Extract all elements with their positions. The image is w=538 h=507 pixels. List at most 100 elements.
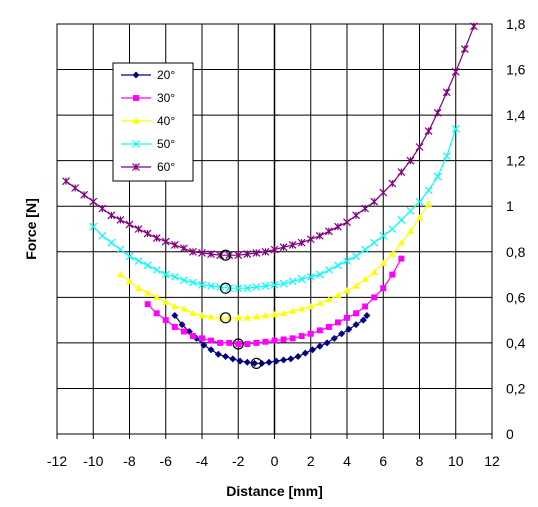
series-1 (144, 255, 405, 348)
data-point (397, 215, 406, 224)
x-tick-label: -6 (160, 453, 173, 469)
legend-label: 30° (157, 91, 175, 105)
data-point (234, 284, 243, 293)
data-point (116, 271, 124, 278)
data-point (152, 266, 161, 274)
data-point (362, 303, 369, 310)
data-point (199, 335, 205, 342)
data-point (71, 184, 80, 192)
data-point (307, 302, 315, 310)
data-point (171, 302, 179, 310)
data-point (98, 231, 107, 240)
data-point (352, 211, 360, 220)
data-point (289, 307, 297, 314)
data-point (62, 177, 70, 186)
data-point (207, 250, 215, 258)
x-tick-label: 2 (307, 453, 315, 469)
data-point (298, 333, 305, 340)
legend-label: 50° (157, 137, 175, 151)
data-point (352, 282, 360, 289)
data-point (398, 255, 405, 262)
legend-marker (133, 95, 139, 101)
data-point (272, 357, 280, 365)
y-tick-label: 1,2 (506, 153, 526, 169)
data-point (406, 206, 415, 215)
data-point (225, 251, 234, 260)
data-point (361, 245, 370, 254)
data-point (309, 346, 317, 354)
data-point (222, 353, 230, 361)
data-point (397, 168, 406, 176)
data-point (226, 339, 233, 346)
data-point (214, 350, 222, 358)
data-point (379, 231, 388, 240)
data-point (297, 238, 306, 247)
series-3 (89, 124, 460, 293)
data-point (178, 321, 186, 329)
data-point (208, 337, 215, 344)
data-point (143, 229, 152, 238)
data-point (171, 312, 179, 320)
data-point (161, 270, 170, 279)
data-point (406, 156, 415, 165)
data-point (442, 152, 451, 161)
data-point (152, 234, 161, 243)
data-point (89, 197, 98, 206)
data-point (134, 256, 143, 265)
data-point (352, 252, 360, 261)
data-point (424, 186, 433, 195)
data-point (370, 197, 379, 206)
legend-label: 40° (157, 114, 175, 128)
data-point (416, 214, 423, 221)
data-point (425, 200, 433, 207)
legend-marker (132, 140, 140, 148)
data-point (235, 341, 242, 348)
data-point (353, 310, 360, 317)
data-point (379, 188, 388, 197)
data-point (170, 241, 179, 249)
data-point (262, 338, 269, 345)
data-point (338, 330, 346, 338)
data-point (198, 248, 206, 257)
y-tick-label: 0,4 (506, 335, 526, 351)
data-point (306, 272, 315, 281)
data-point (345, 325, 353, 333)
data-point (363, 312, 371, 320)
data-point (334, 291, 342, 298)
data-point (334, 222, 342, 231)
x-tick-label: 6 (379, 453, 387, 469)
data-point (135, 284, 143, 292)
minimum-marker (219, 312, 232, 324)
data-point (207, 346, 215, 354)
legend-label: 60° (157, 160, 175, 174)
data-point (271, 310, 278, 318)
data-point (253, 339, 260, 346)
data-point (200, 341, 208, 349)
data-point (316, 299, 324, 306)
y-tick-label: 1,6 (506, 62, 526, 78)
data-point (316, 342, 324, 350)
data-point (380, 285, 387, 292)
data-point (361, 204, 370, 213)
data-point (371, 294, 378, 301)
data-point (315, 270, 324, 279)
x-tick-label: 10 (448, 453, 464, 469)
data-point (271, 337, 278, 344)
x-tick-label: 0 (271, 453, 279, 469)
x-tick-label: 8 (416, 453, 424, 469)
series-layer (62, 22, 478, 369)
data-point (415, 197, 424, 206)
data-point (252, 248, 261, 257)
data-point (107, 211, 116, 220)
data-point (225, 284, 234, 293)
data-point (261, 247, 270, 256)
data-point (198, 312, 206, 319)
y-tick-label: 0 (506, 426, 514, 442)
data-point (243, 314, 251, 321)
y-tick-label: 0,6 (506, 289, 526, 305)
data-point (261, 282, 270, 290)
data-point (125, 252, 134, 261)
legend-marker (132, 71, 140, 79)
series-4 (62, 22, 478, 260)
